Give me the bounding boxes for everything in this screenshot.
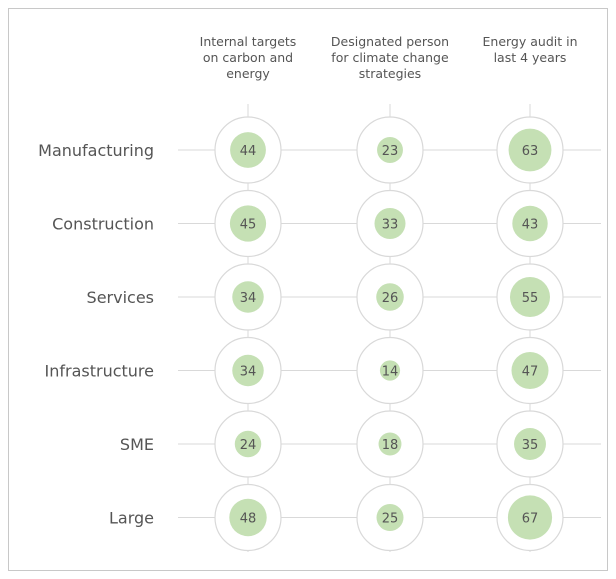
- column-header-line: strategies: [359, 66, 421, 81]
- value-label: 43: [522, 218, 539, 233]
- value-label: 34: [240, 365, 257, 380]
- bubbles: 44 23 63 45 33 43 34 26 55 34 14 47 24 18 35 48 25 67: [214, 116, 564, 552]
- value-label: 24: [240, 438, 257, 453]
- column-header-line: last 4 years: [494, 50, 567, 65]
- value-label: 67: [522, 512, 539, 527]
- value-bubble: [514, 428, 546, 460]
- value-label: 55: [522, 291, 539, 306]
- value-label: 48: [240, 512, 257, 527]
- column-header-2: Energy audit in last 4 years: [483, 34, 578, 65]
- value-bubble: [374, 207, 406, 240]
- value-bubble: [229, 498, 267, 537]
- row-label-5: Large: [109, 509, 154, 528]
- value-label: 33: [382, 218, 399, 233]
- value-bubble: [509, 276, 551, 318]
- row-label-1: Construction: [52, 215, 154, 234]
- value-bubble: [376, 283, 404, 311]
- value-bubble: [229, 205, 267, 242]
- value-label: 23: [382, 144, 399, 159]
- column-header-line: energy: [226, 66, 270, 81]
- value-label: 44: [240, 144, 257, 159]
- column-header-0: Internal targets on carbon and energy: [200, 34, 297, 81]
- column-header-line: Internal targets: [200, 34, 297, 49]
- row-labels: Manufacturing Construction Services Infrast…: [38, 141, 154, 528]
- row-label-4: SME: [120, 435, 154, 454]
- value-label: 63: [522, 144, 539, 159]
- row-label-3: Infrastructure: [45, 362, 154, 381]
- row-label-2: Services: [87, 288, 154, 307]
- column-header-line: for climate change: [331, 50, 449, 65]
- value-label: 35: [522, 438, 539, 453]
- value-label: 25: [382, 512, 399, 527]
- value-label: 34: [240, 291, 257, 306]
- value-bubble: [230, 132, 266, 168]
- value-bubble: [378, 432, 402, 456]
- value-label: 26: [382, 291, 399, 306]
- value-label: 14: [382, 365, 399, 380]
- column-header-1: Designated person for climate change strat…: [331, 34, 449, 81]
- value-bubble: [508, 128, 552, 172]
- value-bubble: [232, 281, 264, 313]
- value-bubble: [379, 360, 401, 381]
- value-bubble: [507, 495, 553, 540]
- value-bubble: [376, 504, 404, 531]
- column-header-line: Energy audit in: [483, 34, 578, 49]
- column-headers: Internal targets on carbon and energy Desig…: [200, 34, 578, 81]
- value-label: 47: [522, 365, 539, 380]
- value-label: 45: [240, 218, 257, 233]
- column-header-line: on carbon and: [203, 50, 293, 65]
- value-bubble: [232, 354, 264, 387]
- value-bubble: [377, 137, 403, 163]
- column-header-line: Designated person: [331, 34, 449, 49]
- value-bubble: [511, 351, 549, 390]
- value-label: 18: [382, 438, 399, 453]
- row-label-0: Manufacturing: [38, 141, 154, 160]
- value-bubble: [512, 205, 548, 242]
- value-bubble: [234, 430, 262, 458]
